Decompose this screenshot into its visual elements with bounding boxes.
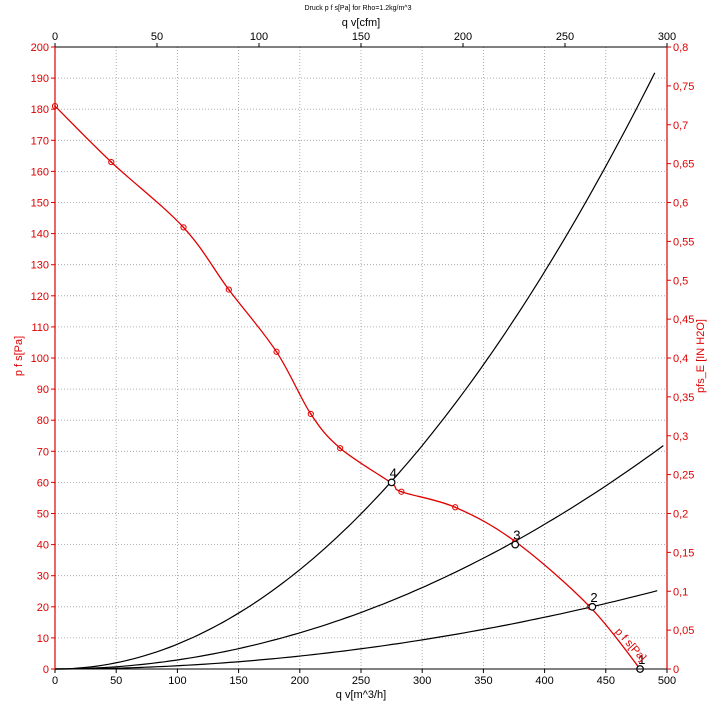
fan-curve-marker	[398, 488, 405, 495]
x2-tick-label: 200	[454, 31, 472, 43]
y-tick-label: 70	[37, 446, 49, 458]
x2-tick-label: 300	[658, 31, 676, 43]
y-tick-label: 160	[31, 166, 49, 178]
operating-point-marker	[387, 478, 396, 487]
y2-tick-label: 0,75	[673, 81, 694, 93]
operating-point-marker	[588, 602, 597, 611]
operating-point-label: 1	[638, 652, 645, 667]
operating-point-marker	[511, 540, 520, 549]
y2-tick-label: 0,25	[673, 470, 694, 482]
y-tick-label: 80	[37, 415, 49, 427]
y-tick-label: 90	[37, 384, 49, 396]
y2-tick-label: 0,05	[673, 625, 694, 637]
y2-tick-label: 0,4	[673, 353, 688, 365]
y-tick-label: 200	[31, 42, 49, 54]
y-tick-label: 30	[37, 571, 49, 583]
x-tick-label: 0	[52, 675, 58, 687]
y2-axis-title: pfs_E [IN H2O]	[695, 319, 707, 393]
y2-tick-label: 0,3	[673, 431, 688, 443]
operating-point-label: 3	[513, 528, 520, 543]
chart-title: Druck p f s[Pa] for Rho=1.2kg/m^3	[305, 5, 412, 12]
x-tick-label: 400	[535, 675, 553, 687]
y2-tick-label: 0	[673, 664, 679, 676]
fan-curve-marker	[307, 410, 314, 418]
x-tick-label: 450	[597, 675, 615, 687]
y2-tick-label: 0,5	[673, 275, 688, 287]
fan-curve-label: p f s[Pa]	[612, 626, 648, 664]
y2-tick-label: 0,2	[673, 509, 688, 521]
x2-tick-label: 150	[352, 31, 370, 43]
system-curve-line	[55, 590, 658, 670]
x2-tick-label: 0	[52, 31, 58, 43]
y2-tick-label: 0,15	[673, 547, 694, 559]
x-tick-label: 300	[413, 675, 431, 687]
x2-tick-label: 50	[151, 31, 163, 43]
y-tick-label: 110	[31, 322, 49, 334]
fan-curve-marker	[452, 504, 459, 511]
y-tick-label: 100	[31, 353, 49, 365]
plot-frame	[51, 43, 671, 673]
y2-tick-label: 0,65	[673, 159, 694, 171]
y-tick-label: 150	[31, 198, 49, 210]
fan-curve-marker	[337, 445, 344, 452]
y2-tick-label: 0,55	[673, 236, 694, 248]
y-tick-label: 0	[43, 664, 49, 676]
x-tick-label: 500	[658, 675, 676, 687]
x-tick-label: 50	[110, 675, 122, 687]
y2-tick-label: 0,6	[673, 198, 688, 210]
fan-curve-line	[54, 105, 641, 670]
y-tick-label: 190	[31, 73, 49, 85]
fan-curve-marker	[180, 224, 187, 231]
operating-point-label: 4	[390, 465, 397, 480]
fan-curve-marker-dot	[309, 413, 312, 415]
x-tick-label: 350	[474, 675, 492, 687]
system-curve-line	[54, 72, 656, 670]
y-tick-label: 130	[31, 260, 49, 272]
x-tick-label: 250	[352, 675, 370, 687]
fan-curve-marker-dot	[339, 447, 342, 450]
fan-curve-marker-dot	[275, 350, 278, 353]
fan-curve-marker	[225, 286, 232, 293]
fan-curve-marker-dot	[454, 506, 457, 509]
y-tick-label: 50	[37, 509, 49, 521]
y2-tick-label: 0,1	[673, 586, 688, 598]
operating-point-label: 2	[590, 590, 597, 605]
x-tick-label: 150	[229, 675, 247, 687]
fan-curve-marker-dot	[110, 161, 113, 163]
y-axis-title: p f s[Pa]	[13, 336, 25, 376]
y-tick-label: 170	[31, 135, 49, 147]
fan-curve-marker	[108, 158, 115, 166]
y-tick-label: 20	[37, 602, 49, 614]
y-tick-label: 120	[31, 291, 49, 303]
y2-tick-label: 0,7	[673, 120, 688, 132]
y2-tick-label: 0,45	[673, 314, 694, 326]
grid	[54, 46, 668, 670]
y-tick-label: 10	[37, 633, 49, 645]
fan-curve-marker-dot	[182, 226, 185, 229]
y-tick-label: 140	[31, 229, 49, 241]
y2-tick-label: 0,8	[673, 42, 688, 54]
x-tick-label: 100	[168, 675, 186, 687]
x2-axis-title: q v[cfm]	[342, 17, 381, 29]
system-curve-line	[55, 445, 664, 670]
x2-tick-label: 250	[556, 31, 574, 43]
y-tick-label: 60	[37, 477, 49, 489]
y2-tick-label: 0,35	[673, 392, 694, 404]
x2-tick-label: 100	[250, 31, 268, 43]
fan-curve-marker-dot	[400, 490, 403, 493]
fan-curve-marker	[273, 348, 280, 355]
y-tick-label: 40	[37, 540, 49, 552]
x-axis-title: q v[m^3/h]	[336, 689, 386, 701]
y-tick-label: 180	[31, 104, 49, 116]
fan-curve-marker-dot	[227, 288, 230, 291]
series: 1 2 3 4 p f s[Pa]	[51, 72, 664, 673]
x-tick-label: 200	[291, 675, 309, 687]
